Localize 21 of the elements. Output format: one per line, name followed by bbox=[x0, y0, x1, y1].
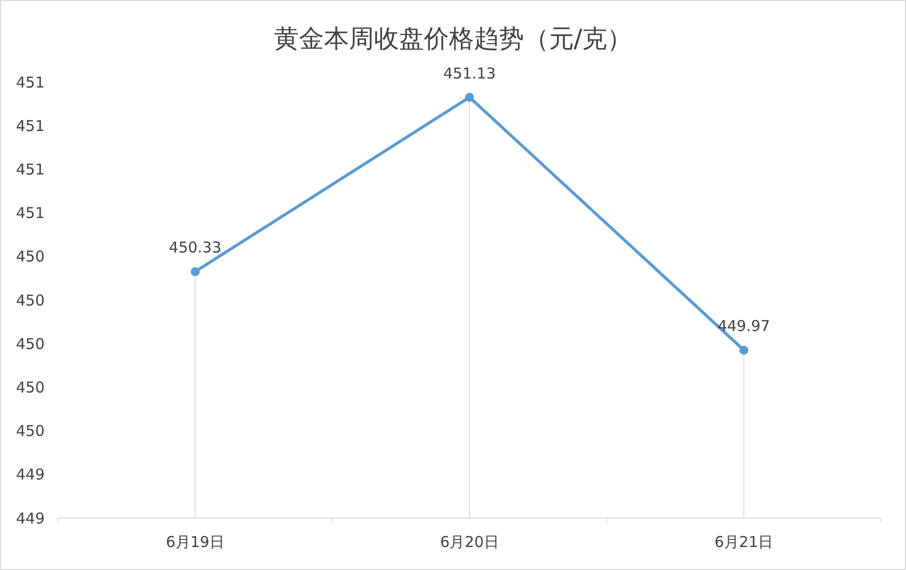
y-tick-label: 449 bbox=[16, 466, 45, 484]
x-tick-label: 6月21日 bbox=[714, 533, 774, 551]
y-tick-label: 451 bbox=[16, 204, 45, 222]
y-tick-label: 451 bbox=[16, 160, 45, 178]
chart-title: 黄金本周收盘价格趋势（元/克） bbox=[274, 24, 632, 53]
y-tick-label: 450 bbox=[16, 422, 45, 440]
point bbox=[190, 267, 200, 276]
y-tick-label: 451 bbox=[16, 73, 45, 92]
data-label: 449.97 bbox=[718, 317, 770, 336]
y-tick-label: 450 bbox=[16, 334, 45, 353]
y-tick-label: 450 bbox=[16, 248, 45, 266]
x-tick-label: 6月19日 bbox=[166, 533, 224, 551]
data-label: 451.13 bbox=[443, 64, 496, 82]
y-tick-label: 449 bbox=[16, 509, 45, 528]
y-tick-label: 450 bbox=[16, 291, 45, 310]
data-label: 450.33 bbox=[168, 238, 222, 257]
point bbox=[739, 346, 748, 355]
x-tick-label: 6月20日 bbox=[440, 533, 499, 551]
y-tick-label: 451 bbox=[16, 116, 45, 135]
y-tick-label: 450 bbox=[16, 378, 45, 396]
point bbox=[465, 92, 474, 102]
